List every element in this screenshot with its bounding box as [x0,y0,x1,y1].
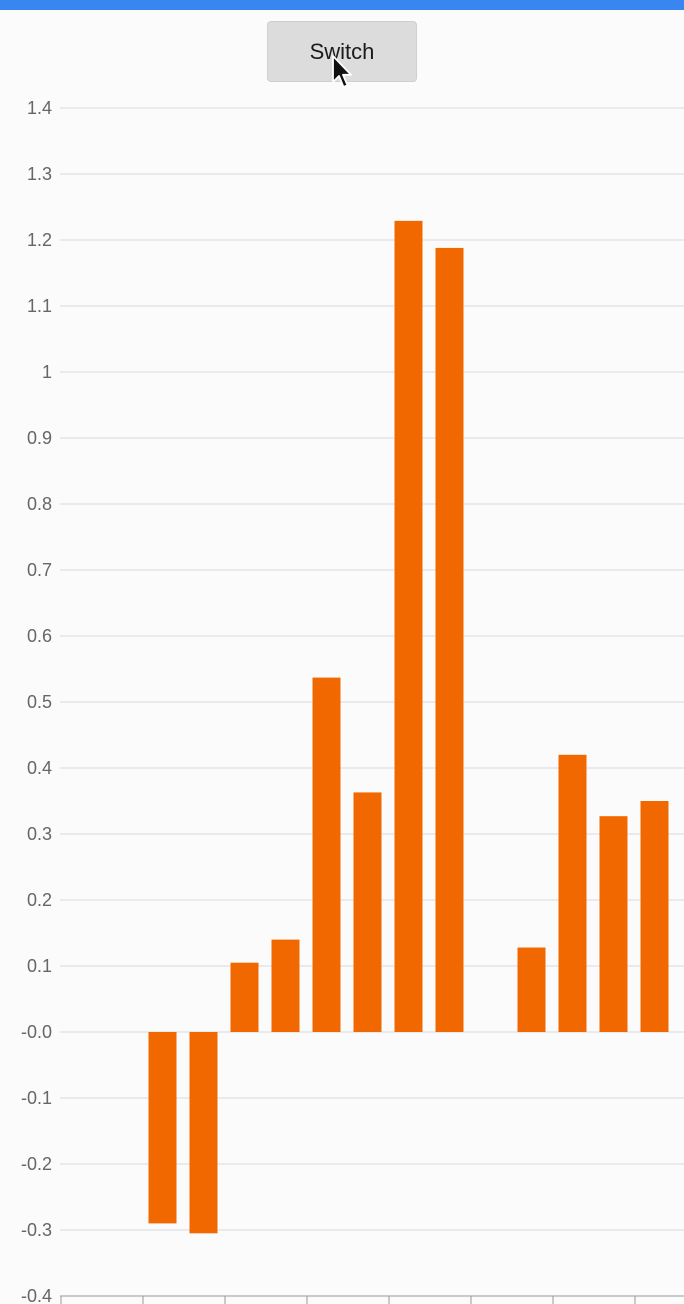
y-tick-label: 0.3 [27,824,52,844]
y-tick-label: 1 [42,362,52,382]
y-axis-tick-labels: 1.4 1.3 1.2 1.1 1 0.9 0.8 0.7 0.6 0.5 0.4 0.3 0.2 0.1… [21,98,52,1304]
y-tick-label: 0.6 [27,626,52,646]
y-tick-label: 1.4 [27,98,52,118]
y-tick-label: -0.4 [21,1286,52,1304]
y-tick-label: 0.9 [27,428,52,448]
y-tick-label: -0.0 [21,1022,52,1042]
bar [230,962,259,1032]
y-tick-label: 1.1 [27,296,52,316]
bar-series [148,220,669,1234]
bar [558,754,587,1032]
y-tick-label: 0.7 [27,560,52,580]
x-axis [60,1295,684,1304]
y-tick-label: 0.5 [27,692,52,712]
bar [353,792,382,1032]
bar [640,801,669,1032]
bar [271,939,300,1032]
y-tick-label: 1.3 [27,164,52,184]
bar [599,816,628,1032]
y-tick-label: -0.1 [21,1088,52,1108]
bar [517,947,546,1032]
bar [394,220,423,1033]
switch-button[interactable]: Switch [267,21,417,82]
bar [189,1032,218,1234]
y-tick-label: 1.2 [27,230,52,250]
window-top-bar [0,0,684,10]
y-tick-label: 0.1 [27,956,52,976]
bar [148,1032,177,1224]
y-tick-label: 0.8 [27,494,52,514]
y-tick-label: 0.2 [27,890,52,910]
bar [435,247,464,1033]
y-tick-label: 0.4 [27,758,52,778]
y-tick-label: -0.2 [21,1154,52,1174]
y-tick-label: -0.3 [21,1220,52,1240]
bar [312,677,341,1032]
